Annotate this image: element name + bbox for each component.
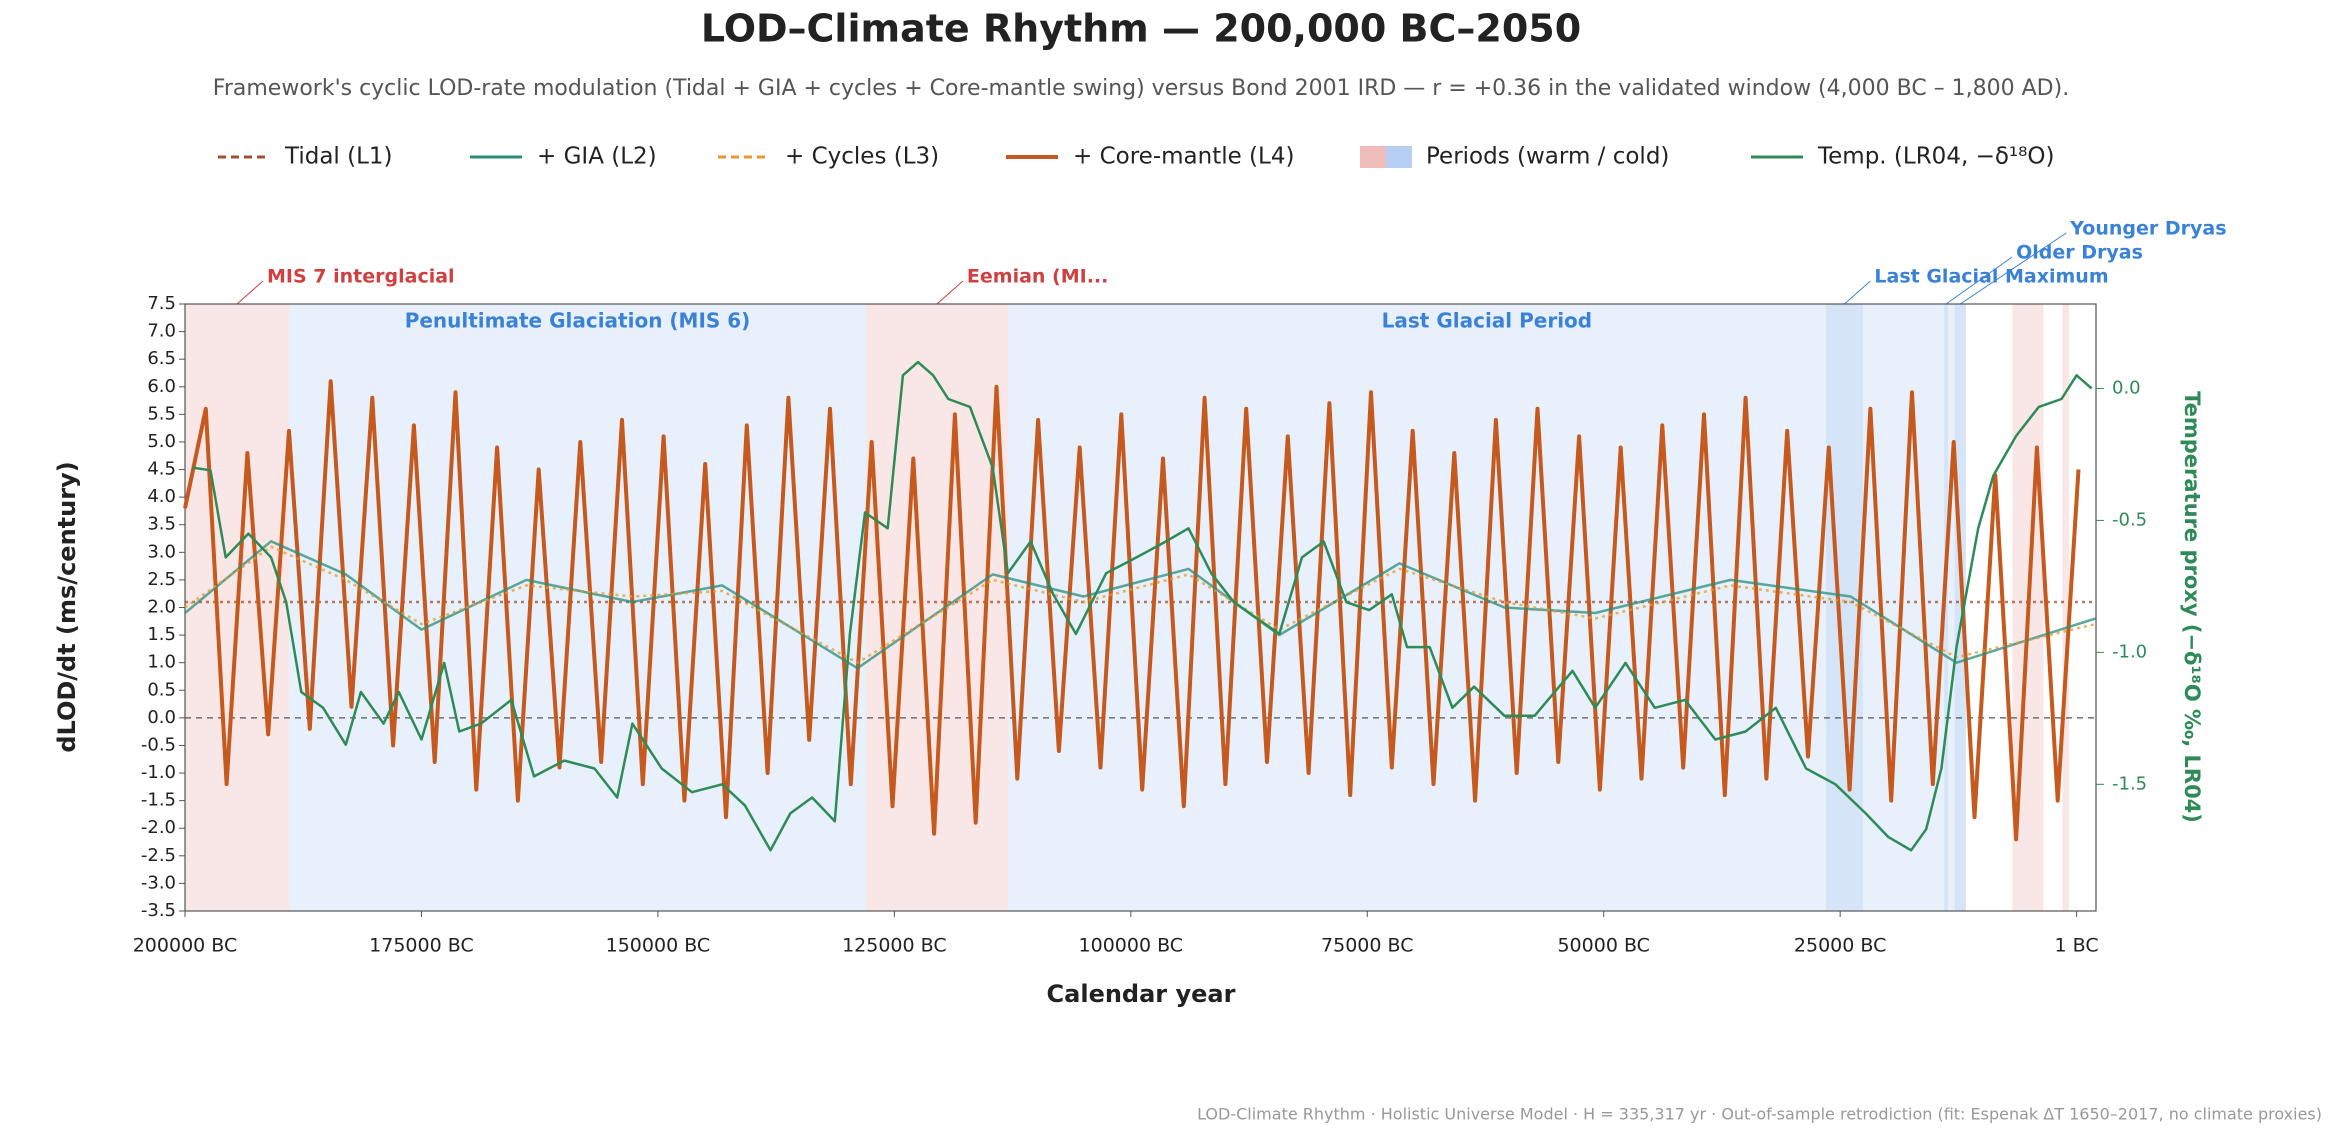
x-tick-label: 175000 BC [369, 935, 474, 957]
y-tick-label: 6.0 [147, 376, 176, 397]
x-tick-label: 200000 BC [133, 935, 238, 957]
x-tick-label: 100000 BC [1079, 935, 1184, 957]
y-tick-label: 0.5 [147, 679, 176, 700]
legend-label: + GIA (L2) [537, 144, 657, 170]
period-label: MIS 7 interglacial [267, 266, 455, 288]
period-leader [1844, 280, 1871, 305]
y-tick-label: 1.5 [147, 624, 176, 645]
period-band [2062, 304, 2070, 911]
footer-note: LOD-Climate Rhythm · Holistic Universe M… [1197, 1105, 2322, 1124]
period-leader [936, 280, 964, 305]
period-leader [1959, 232, 2067, 305]
y-tick-label: -0.5 [141, 734, 176, 755]
x-tick-label: 50000 BC [1557, 935, 1649, 957]
y-tick-label: 1.0 [147, 652, 176, 673]
y-tick-label: 7.0 [147, 321, 176, 342]
period-band [289, 304, 866, 911]
period-label: Eemian (MI... [967, 266, 1108, 288]
y2-tick-label: -0.5 [2112, 509, 2147, 530]
y-tick-label: 7.5 [147, 293, 176, 314]
series-line [183, 379, 2081, 842]
x-tick-label: 25000 BC [1794, 935, 1886, 957]
y-tick-label: -1.0 [141, 762, 176, 783]
series-line [192, 360, 2093, 852]
y-tick-label: -1.5 [141, 790, 176, 811]
legend-label: Temp. (LR04, −δ¹⁸O) [1817, 144, 2054, 170]
y-tick-label: 3.0 [147, 541, 176, 562]
period-label: Last Glacial Period [1382, 309, 1592, 333]
legend-label: + Cycles (L3) [785, 144, 939, 170]
x-axis-label: Calendar year [1047, 980, 1236, 1008]
legend-label: Tidal (L1) [284, 144, 393, 170]
y-tick-label: 5.5 [147, 403, 176, 424]
y-axis-label: dLOD/dt (ms/century) [53, 461, 81, 752]
y-tick-label: 6.5 [147, 348, 176, 369]
y2-tick-label: -1.0 [2112, 641, 2147, 662]
y-tick-label: -2.0 [141, 817, 176, 838]
y2-tick-label: -1.5 [2112, 773, 2147, 794]
y-tick-label: 4.0 [147, 486, 176, 507]
period-label: Younger Dryas [2069, 218, 2226, 240]
period-band [1825, 304, 1863, 911]
period-band [1954, 304, 1966, 911]
y-tick-label: -3.5 [141, 900, 176, 921]
period-leader [236, 280, 264, 305]
series-line [184, 540, 2096, 670]
legend-label: Periods (warm / cold) [1426, 144, 1669, 170]
legend-label: + Core-mantle (L4) [1073, 144, 1294, 170]
y-tick-label: 2.0 [147, 597, 176, 618]
y-tick-label: -3.0 [141, 872, 176, 893]
y2-axis-label: Temperature proxy (−δ¹⁸O ‰, LR04) [2180, 391, 2204, 823]
y-tick-label: 3.5 [147, 514, 176, 535]
period-label: Last Glacial Maximum [1874, 266, 2108, 288]
legend-swatch [1360, 146, 1386, 168]
y-tick-label: 4.5 [147, 459, 176, 480]
y2-tick-label: 0.0 [2112, 377, 2141, 398]
series-line [184, 545, 2096, 664]
y-tick-label: -2.5 [141, 845, 176, 866]
y-tick-label: 2.5 [147, 569, 176, 590]
y-tick-label: 0.0 [147, 707, 176, 728]
x-tick-label: 75000 BC [1321, 935, 1413, 957]
period-label: Older Dryas [2016, 242, 2143, 264]
chart-subtitle: Framework's cyclic LOD-rate modulation (… [213, 76, 2069, 101]
x-tick-label: 150000 BC [606, 935, 711, 957]
y-tick-label: 5.0 [147, 431, 176, 452]
x-tick-label: 125000 BC [842, 935, 947, 957]
period-band [1944, 304, 1948, 911]
chart-title: LOD–Climate Rhythm — 200,000 BC–2050 [701, 7, 1581, 51]
legend-swatch [1386, 146, 1412, 168]
x-tick-label: 1 BC [2055, 935, 2099, 957]
period-label: Penultimate Glaciation (MIS 6) [405, 309, 751, 333]
period-leader [1945, 256, 2013, 305]
